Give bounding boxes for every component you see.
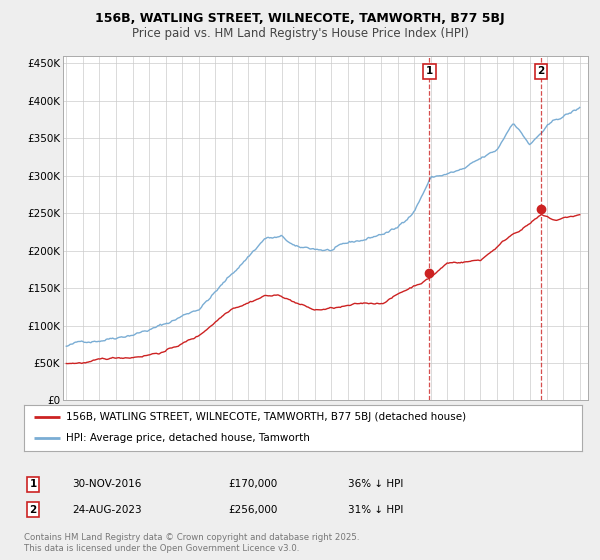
Text: 156B, WATLING STREET, WILNECOTE, TAMWORTH, B77 5BJ: 156B, WATLING STREET, WILNECOTE, TAMWORT… (95, 12, 505, 25)
Text: 30-NOV-2016: 30-NOV-2016 (72, 479, 142, 489)
Text: HPI: Average price, detached house, Tamworth: HPI: Average price, detached house, Tamw… (66, 433, 310, 444)
Text: 36% ↓ HPI: 36% ↓ HPI (348, 479, 403, 489)
Text: Contains HM Land Registry data © Crown copyright and database right 2025.
This d: Contains HM Land Registry data © Crown c… (24, 533, 359, 553)
Text: 1: 1 (425, 67, 433, 77)
Text: 31% ↓ HPI: 31% ↓ HPI (348, 505, 403, 515)
Text: 156B, WATLING STREET, WILNECOTE, TAMWORTH, B77 5BJ (detached house): 156B, WATLING STREET, WILNECOTE, TAMWORT… (66, 412, 466, 422)
Text: 2: 2 (537, 67, 544, 77)
Text: 2: 2 (29, 505, 37, 515)
Text: 1: 1 (29, 479, 37, 489)
Text: 24-AUG-2023: 24-AUG-2023 (72, 505, 142, 515)
Text: £256,000: £256,000 (228, 505, 277, 515)
Text: Price paid vs. HM Land Registry's House Price Index (HPI): Price paid vs. HM Land Registry's House … (131, 27, 469, 40)
Text: £170,000: £170,000 (228, 479, 277, 489)
